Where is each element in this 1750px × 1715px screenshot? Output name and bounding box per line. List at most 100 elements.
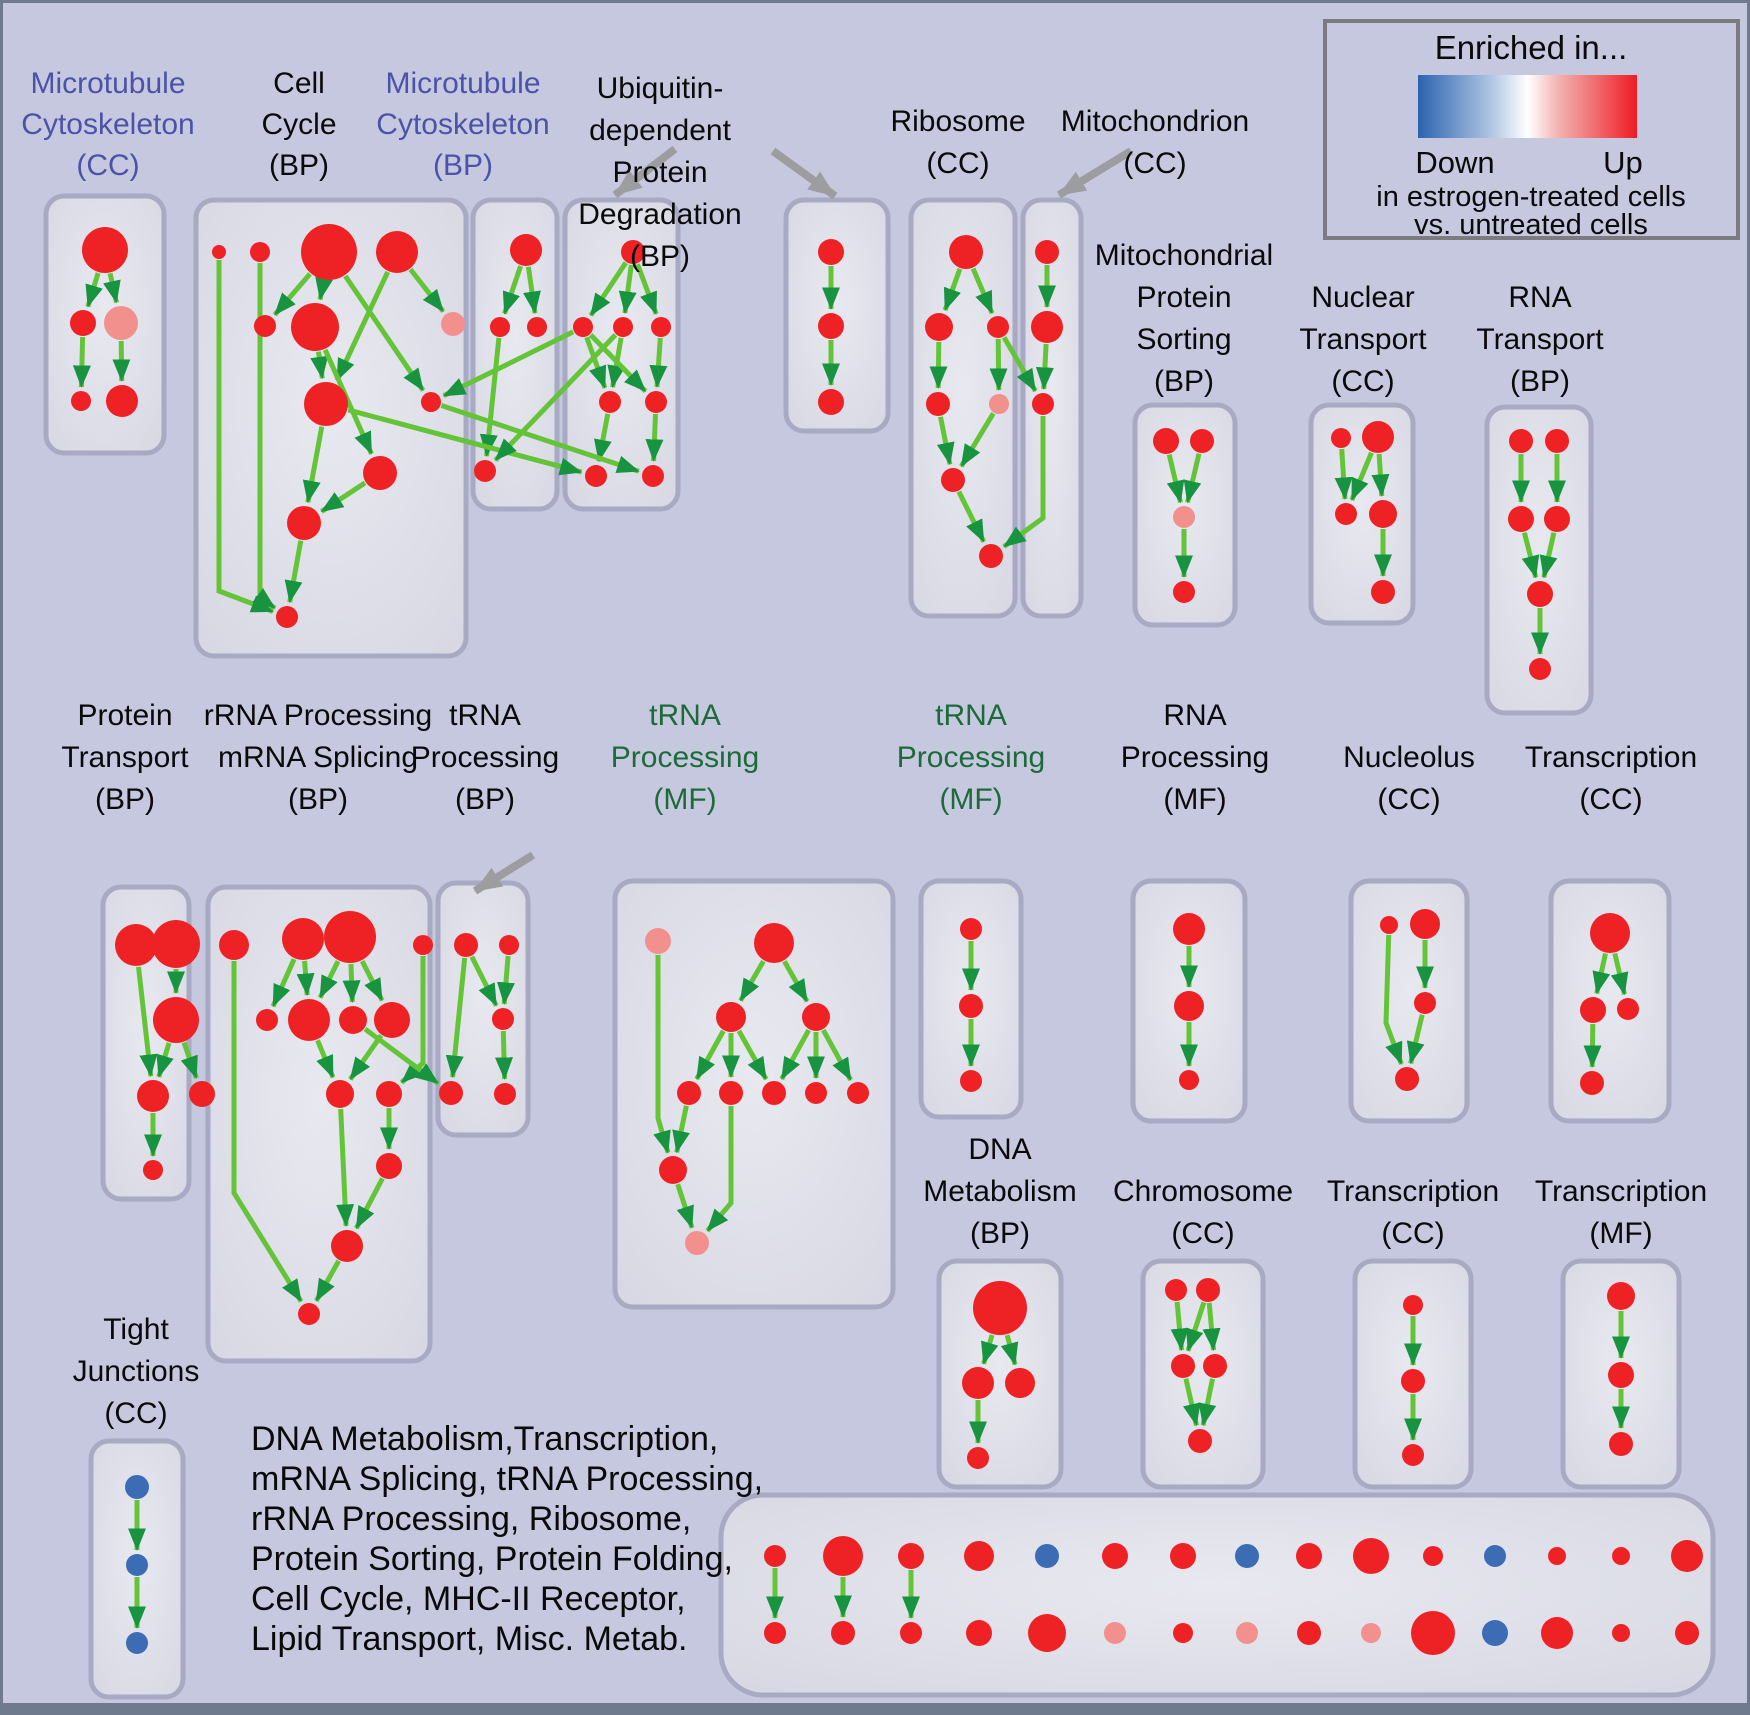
edge-arrow (821, 1028, 853, 1082)
go-term-node (1541, 1617, 1573, 1649)
go-term-node (115, 924, 157, 966)
go-term-node (254, 315, 276, 337)
go-term-node (494, 1083, 516, 1105)
cluster-box-chromosome (1140, 1258, 1266, 1490)
edge-arrow (348, 1034, 384, 1081)
edge-arrow (347, 407, 583, 476)
go-term-node (1236, 1622, 1258, 1644)
network-nodes (70, 224, 1703, 1655)
go-term-node (1331, 428, 1351, 448)
go-term-node (219, 930, 249, 960)
go-term-node (585, 465, 607, 487)
edge-arrow (493, 333, 618, 462)
edge-arrow (1185, 1301, 1207, 1352)
go-term-node (1612, 1624, 1630, 1642)
edge-arrow (445, 957, 468, 1078)
edge-arrow (1198, 1378, 1217, 1427)
edge-arrow (989, 338, 1008, 391)
legend-subtitle-1: in estrogen-treated cells (1376, 181, 1686, 213)
go-term-node (1035, 240, 1059, 264)
go-term-node (818, 313, 844, 339)
go-term-node (1173, 581, 1195, 603)
go-term-node (1529, 658, 1551, 680)
legend-up-label: Up (1603, 145, 1643, 180)
go-term-node (1401, 1369, 1425, 1393)
edge-arrow (1001, 336, 1038, 393)
edge-arrow (495, 1030, 514, 1080)
go-term-node (374, 1002, 410, 1038)
go-term-node (900, 1622, 922, 1644)
edge-arrow (970, 267, 995, 315)
cluster-box-microtubule-bp (470, 197, 560, 512)
edge-arrow (1182, 1378, 1201, 1427)
label-transcription-mf: Transcription (MF) (1535, 1175, 1707, 1250)
go-term-node (1335, 503, 1357, 525)
edge-arrow (103, 272, 121, 304)
go-term-node (959, 994, 983, 1018)
edge-arrow (584, 336, 608, 389)
edge-arrow (302, 426, 325, 504)
go-term-node (474, 460, 496, 482)
edge-arrow (1521, 531, 1540, 579)
edge-arrow (929, 341, 948, 389)
edge-arrow (270, 958, 297, 1008)
go-term-node (1609, 1432, 1633, 1456)
go-term-node (1104, 1622, 1126, 1644)
label-trna-bp: tRNA Processing (BP) (411, 699, 559, 816)
go-term-node (960, 918, 982, 940)
go-term-node (651, 317, 671, 337)
go-term-node (1548, 1547, 1566, 1565)
edge-arrow (284, 540, 304, 604)
pointer-arrow-icon (472, 851, 536, 895)
go-term-node (645, 391, 667, 413)
edge-arrow (1002, 416, 1046, 549)
go-term-node (802, 1003, 830, 1031)
edge-arrow (981, 1334, 999, 1365)
go-term-node (70, 310, 96, 336)
go-term-node (1608, 1362, 1634, 1388)
edge-arrow (1170, 1301, 1189, 1351)
cluster-box-cell-cycle (193, 197, 469, 659)
go-term-node (823, 1536, 863, 1576)
label-transcription-cc-bottom: Transcription (CC) (1327, 1175, 1499, 1250)
edge-arrow (694, 1029, 726, 1081)
go-term-node (441, 312, 465, 336)
go-term-node (764, 1622, 786, 1644)
label-mito-sorting: Mitochondrial Protein Sorting (BP) (1095, 239, 1273, 398)
go-term-node (276, 606, 298, 628)
go-term-node (1369, 500, 1397, 528)
go-term-node (1174, 991, 1204, 1021)
go-term-node (925, 313, 953, 341)
go-term-node (1353, 1538, 1389, 1574)
label-trna-mf-1: tRNA Processing (MF) (611, 699, 759, 816)
go-term-node (642, 465, 664, 487)
go-term-node (1196, 1278, 1220, 1302)
edge-arrow (363, 1026, 440, 1086)
label-cell-cycle: Cell Cycle (BP) (261, 67, 336, 182)
go-term-node (1190, 429, 1214, 453)
go-term-node (1173, 1623, 1193, 1643)
go-term-node (1508, 506, 1534, 532)
edge-arrow (85, 272, 103, 308)
edge-arrow (359, 959, 385, 1002)
go-term-node (1371, 580, 1395, 604)
go-term-node (621, 240, 645, 264)
go-term-node (967, 1447, 989, 1469)
edge-arrow (672, 1105, 690, 1154)
go-term-node (126, 1554, 148, 1576)
edge-arrow (635, 263, 659, 315)
go-term-node (291, 303, 339, 351)
go-term-node (1170, 1543, 1196, 1569)
go-term-node (152, 920, 200, 968)
go-term-node (1203, 1354, 1227, 1378)
label-dna-metabolism: DNA Metabolism (BP) (923, 1133, 1076, 1250)
go-term-node (1296, 1543, 1322, 1569)
go-term-node (413, 935, 433, 955)
edge-arrow (310, 351, 329, 380)
go-term-node (189, 1081, 215, 1107)
edge-arrow (336, 1108, 355, 1227)
go-term-node (966, 1620, 992, 1646)
go-term-node (1032, 393, 1054, 415)
label-trna-mf-2: tRNA Processing (MF) (897, 699, 1045, 816)
go-term-node (1362, 421, 1394, 453)
